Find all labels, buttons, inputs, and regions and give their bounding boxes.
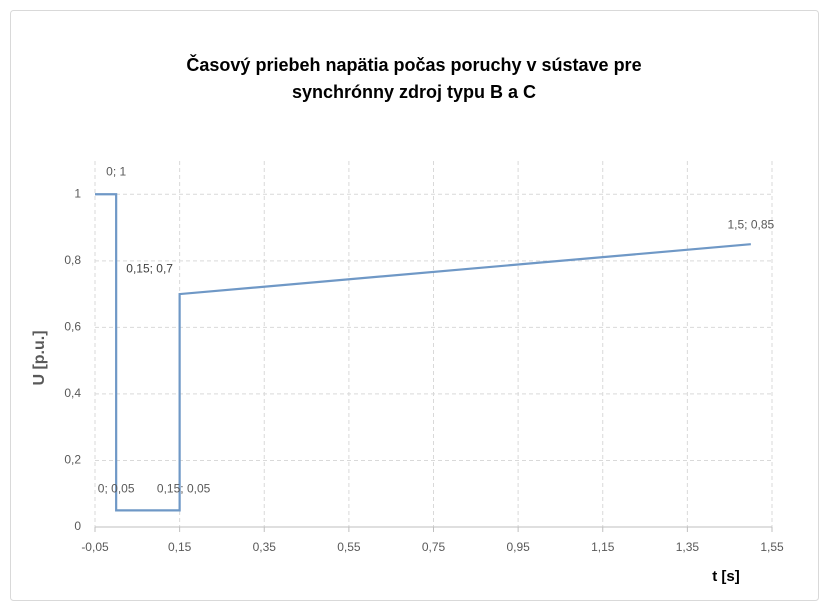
x-axis-label: t [s] bbox=[712, 568, 740, 585]
y-tick-label: 0,2 bbox=[64, 453, 81, 467]
y-axis-label: U [p.u.] bbox=[31, 330, 48, 385]
chart-title: Časový priebeh napätia počas poruchy v s… bbox=[186, 55, 642, 102]
y-tick-label: 0 bbox=[74, 519, 81, 533]
x-tick-label: 0,75 bbox=[422, 540, 446, 554]
data-label: 1,5; 0,85 bbox=[727, 217, 774, 231]
y-tick-label: 0,4 bbox=[64, 386, 81, 400]
x-tick-label: 0,35 bbox=[253, 540, 277, 554]
y-tick-label: 0,8 bbox=[64, 253, 81, 267]
line bbox=[95, 193, 751, 512]
data-label: 0; 0,05 bbox=[98, 482, 135, 496]
x-tick-label: 1,15 bbox=[591, 540, 615, 554]
y-tick-label: 0,6 bbox=[64, 320, 81, 334]
data-label: 0,15; 0,7 bbox=[126, 261, 173, 275]
x-tick-label: -0,05 bbox=[81, 540, 109, 554]
x-tick-label: 0,95 bbox=[506, 540, 530, 554]
x-tick-label: 0,55 bbox=[337, 540, 361, 554]
chart-border bbox=[10, 10, 819, 601]
x-tick-label: 0,15 bbox=[168, 540, 192, 554]
y-tick-label: 1 bbox=[74, 186, 81, 200]
x-tick-label: 1,55 bbox=[760, 540, 784, 554]
data-label: 0; 1 bbox=[106, 164, 126, 178]
x-tick-label: 1,35 bbox=[676, 540, 700, 554]
data-label: 0,15; 0,05 bbox=[157, 482, 211, 496]
